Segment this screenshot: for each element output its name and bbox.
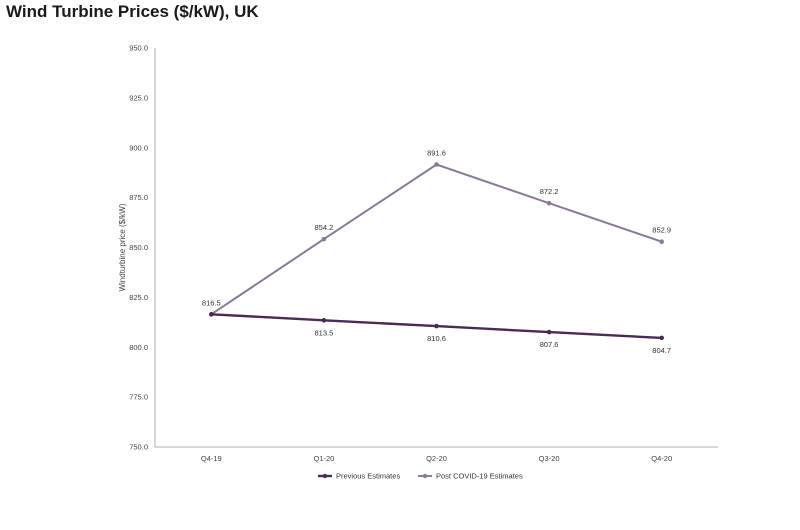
data-label: 813.5 — [315, 328, 334, 337]
data-point — [321, 318, 327, 323]
data-point — [546, 329, 552, 335]
x-tick-label: Q4-19 — [201, 454, 222, 463]
y-tick-label: 850.0 — [129, 243, 148, 252]
x-tick-label: Q3-20 — [539, 454, 560, 463]
series-line — [210, 163, 663, 316]
data-point — [546, 200, 552, 206]
chart-title: Wind Turbine Prices ($/kW), UK — [6, 2, 259, 21]
data-label: 804.7 — [652, 346, 671, 355]
data-point — [434, 162, 439, 167]
y-tick-label: 775.0 — [129, 393, 148, 402]
data-point — [321, 236, 327, 242]
data-label: 816.5 — [202, 298, 221, 307]
data-label: 852.9 — [652, 226, 671, 235]
data-point — [209, 312, 214, 317]
y-ticks: 750.0 775.0 800.0 825.0 850.0 875.0 900.0 925.0… — [129, 44, 148, 452]
legend-label: Previous Estimates — [336, 472, 400, 481]
y-tick-label: 825.0 — [129, 293, 148, 302]
series-lines — [209, 162, 664, 341]
data-label: 891.6 — [427, 149, 446, 158]
legend: Previous Estimates Post COVID-19 Estimate… — [318, 472, 523, 481]
y-tick-label: 750.0 — [129, 443, 148, 452]
y-tick-label: 800.0 — [129, 343, 148, 352]
x-ticks: Q4-19 Q1-20 Q2-20 Q3-20 Q4-20 — [201, 454, 672, 463]
legend-marker — [322, 473, 328, 479]
y-tick-label: 900.0 — [129, 143, 148, 152]
x-tick-label: Q4-20 — [651, 454, 672, 463]
legend-label: Post COVID-19 Estimates — [436, 472, 523, 481]
axes — [154, 48, 718, 448]
x-tick-label: Q2-20 — [426, 454, 447, 463]
data-point — [659, 335, 664, 341]
data-label: 854.2 — [315, 223, 334, 232]
data-point — [659, 239, 664, 245]
legend-marker — [422, 473, 428, 479]
y-tick-label: 875.0 — [129, 193, 148, 202]
y-tick-label: 950.0 — [129, 44, 148, 53]
data-label: 872.2 — [540, 187, 559, 196]
y-tick-label: 925.0 — [129, 93, 148, 102]
y-axis-label: Windturbine price ($/kW) — [118, 203, 127, 291]
x-tick-label: Q1-20 — [313, 454, 334, 463]
data-label: 810.6 — [427, 334, 446, 343]
data-point — [434, 323, 439, 329]
data-labels: 816.5 854.2 891.6 872.2 852.9 813.5 810.6 807.6… — [202, 149, 671, 355]
data-label: 807.6 — [540, 340, 559, 349]
